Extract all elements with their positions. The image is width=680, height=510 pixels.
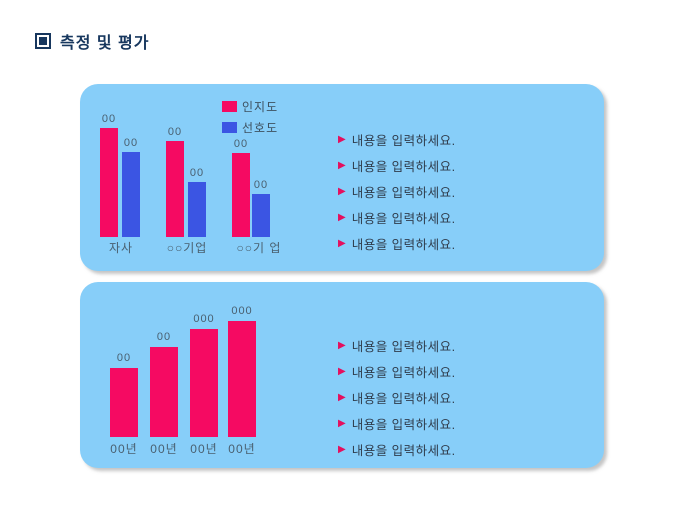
- triangle-bullet-icon: ▶: [338, 211, 346, 223]
- bar-series0-2: [150, 347, 178, 437]
- legend-label: 선호도: [242, 121, 279, 135]
- bullet-item: ▶ 내용을 입력하세요.: [338, 182, 456, 201]
- triangle-bullet-icon: ▶: [338, 133, 346, 145]
- bullet-text: 내용을 입력하세요.: [351, 186, 456, 200]
- bar-선호도-2: [188, 182, 206, 237]
- legend-item: 선호도: [222, 119, 278, 136]
- bar-value-label: 000: [231, 305, 253, 317]
- page-title: 측정 및 평가: [60, 35, 150, 52]
- bullet-item: ▶ 내용을 입력하세요.: [338, 234, 456, 253]
- bar-인지도-3: [232, 153, 250, 237]
- bar-value-label: 00: [116, 352, 132, 364]
- square-bullet-icon: [35, 33, 51, 49]
- category-label: 00년: [150, 442, 178, 456]
- bullet-item: ▶ 내용을 입력하세요.: [338, 336, 456, 355]
- bar-series0-4: [228, 321, 256, 437]
- bar-value-label: 00: [189, 167, 205, 179]
- bullet-item: ▶ 내용을 입력하세요.: [338, 440, 456, 459]
- legend-label: 인지도: [242, 100, 279, 114]
- bar-value-label: 00: [123, 137, 139, 149]
- bullet-text: 내용을 입력하세요.: [351, 212, 456, 226]
- bar-value-label: 00: [156, 331, 172, 343]
- triangle-bullet-icon: ▶: [338, 417, 346, 429]
- bullet-text: 내용을 입력하세요.: [351, 444, 456, 458]
- triangle-bullet-icon: ▶: [338, 185, 346, 197]
- bullet-text: 내용을 입력하세요.: [351, 160, 456, 174]
- bar-선호도-3: [252, 194, 270, 237]
- bar-value-label: 00: [233, 138, 249, 150]
- bar-선호도-1: [122, 152, 140, 237]
- bullet-item: ▶ 내용을 입력하세요.: [338, 362, 456, 381]
- bullet-text: 내용을 입력하세요.: [351, 418, 456, 432]
- legend-swatch-icon: [222, 122, 237, 133]
- category-label: ○○기업: [166, 241, 208, 255]
- bullet-item: ▶ 내용을 입력하세요.: [338, 130, 456, 149]
- category-label: 00년: [190, 442, 218, 456]
- triangle-bullet-icon: ▶: [338, 339, 346, 351]
- category-label: 00년: [110, 442, 138, 456]
- bar-인지도-2: [166, 141, 184, 237]
- bar-value-label: 00: [253, 179, 269, 191]
- bullet-list: ▶ 내용을 입력하세요. ▶ 내용을 입력하세요. ▶ 내용을 입력하세요. ▶ 내용을 입력…: [338, 130, 456, 253]
- bar-value-label: 00: [101, 113, 117, 125]
- bar-series0-1: [110, 368, 138, 437]
- bullet-item: ▶ 내용을 입력하세요.: [338, 414, 456, 433]
- bullet-text: 내용을 입력하세요.: [351, 134, 456, 148]
- triangle-bullet-icon: ▶: [338, 443, 346, 455]
- triangle-bullet-icon: ▶: [338, 159, 346, 171]
- legend-swatch-icon: [222, 101, 237, 112]
- triangle-bullet-icon: ▶: [338, 391, 346, 403]
- category-label: ○○기 업: [236, 241, 282, 255]
- bar-value-label: 000: [193, 313, 215, 325]
- category-label: 00년: [228, 442, 256, 456]
- bullet-text: 내용을 입력하세요.: [351, 366, 456, 380]
- triangle-bullet-icon: ▶: [338, 365, 346, 377]
- bullet-item: ▶ 내용을 입력하세요.: [338, 156, 456, 175]
- bullet-text: 내용을 입력하세요.: [351, 238, 456, 252]
- bullet-text: 내용을 입력하세요.: [351, 392, 456, 406]
- square-bullet-icon-inner: [39, 37, 47, 45]
- slide-title: 측정 및 평가: [35, 29, 150, 53]
- bar-value-label: 00: [167, 126, 183, 138]
- bullet-item: ▶ 내용을 입력하세요.: [338, 388, 456, 407]
- triangle-bullet-icon: ▶: [338, 237, 346, 249]
- bullet-text: 내용을 입력하세요.: [351, 340, 456, 354]
- bar-인지도-1: [100, 128, 118, 237]
- bullet-list: ▶ 내용을 입력하세요. ▶ 내용을 입력하세요. ▶ 내용을 입력하세요. ▶ 내용을 입력…: [338, 336, 456, 459]
- grouped-bar-chart: 00 00 00 00 00 00 자사 ○○기업 ○○기 업: [80, 84, 604, 271]
- bar-chart: 00 00 000 000 00년 00년 00년 00년: [80, 282, 604, 468]
- bar-series0-3: [190, 329, 218, 437]
- legend-item: 인지도: [222, 98, 278, 115]
- category-label: 자사: [108, 241, 134, 255]
- bullet-item: ▶ 내용을 입력하세요.: [338, 208, 456, 227]
- panel-yearly-trend: 00 00 000 000 00년 00년 00년 00년 ▶ 내용을 입력하세요. ▶ 내용을 입…: [80, 282, 604, 468]
